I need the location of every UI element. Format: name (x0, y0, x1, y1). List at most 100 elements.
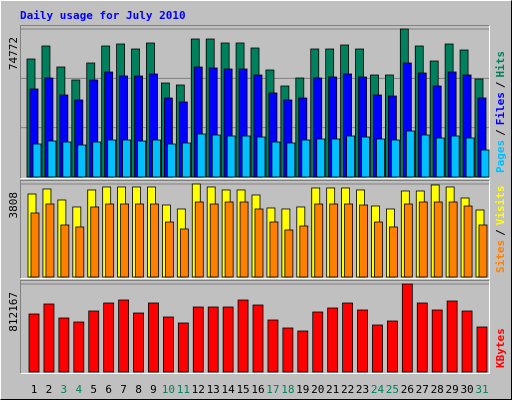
bar (88, 310, 100, 373)
y-tick-label: 812167 (7, 292, 20, 332)
bar (359, 204, 368, 278)
bar (209, 203, 219, 278)
bar (342, 302, 354, 373)
x-tick-label: 23 (356, 383, 369, 396)
bar (297, 330, 309, 373)
bar (135, 203, 144, 278)
x-tick-label: 31 (475, 383, 488, 396)
x-tick-label: 28 (431, 383, 444, 396)
legend-entry: Sites (494, 240, 507, 273)
bar (62, 141, 72, 178)
bar (90, 206, 100, 278)
bar (376, 138, 385, 178)
x-tick-label: 16 (251, 383, 264, 396)
bar (284, 229, 294, 278)
panel-bevel (20, 280, 490, 374)
bar (465, 137, 475, 178)
x-tick-label: 4 (75, 383, 82, 396)
legend-separator: / (494, 81, 507, 88)
bar (448, 201, 458, 278)
chart-title: Daily usage for July 2010 (20, 9, 186, 22)
bar (331, 138, 341, 178)
bar (312, 311, 324, 373)
bar (45, 203, 55, 278)
bar (420, 134, 430, 178)
bar (271, 141, 281, 178)
bar (346, 135, 356, 178)
bar (403, 203, 413, 278)
bar (207, 306, 219, 373)
bar (416, 302, 428, 373)
legend-entry: Hits (494, 51, 507, 78)
x-tick-label: 26 (401, 383, 414, 396)
bar (28, 313, 40, 373)
bar (150, 203, 159, 278)
bar (405, 130, 415, 178)
x-tick-label: 17 (266, 383, 279, 396)
x-tick-label: 5 (90, 383, 97, 396)
bar (372, 324, 383, 373)
legend-entry: Files (494, 92, 507, 125)
legend: Pages / Files / Hits (494, 51, 507, 173)
x-tick-label: 20 (311, 383, 324, 396)
x-tick-label: 9 (150, 383, 157, 396)
bar (211, 134, 221, 178)
bar (450, 135, 460, 178)
bar (58, 317, 70, 373)
legend-separator: / (494, 229, 507, 236)
x-tick-label: 12 (192, 383, 205, 396)
x-tick-label: 1 (31, 383, 38, 396)
bar (73, 321, 85, 373)
x-tick-label: 25 (386, 383, 399, 396)
bar (327, 307, 339, 373)
bar (374, 221, 383, 278)
x-tick-label: 21 (326, 383, 339, 396)
legend-entry: KBytes (494, 328, 507, 368)
bar (43, 303, 55, 373)
panel-bevel (20, 25, 490, 179)
bar (164, 221, 174, 278)
panel-bevel (20, 180, 490, 279)
legend-entry: Visits (494, 186, 507, 226)
bar (357, 309, 368, 373)
panel-bevel (20, 280, 490, 374)
bar (431, 309, 443, 373)
bar (463, 205, 473, 278)
bar (118, 299, 129, 373)
y-tick-label: 3808 (7, 192, 20, 219)
x-tick-label: 3 (61, 383, 68, 396)
bar (314, 203, 324, 278)
x-tick-label: 18 (281, 383, 294, 396)
bar (122, 139, 131, 178)
legend-entry: Pages (494, 140, 507, 173)
bar (32, 143, 42, 178)
x-tick-label: 6 (105, 383, 112, 396)
bar (224, 201, 234, 278)
bar (196, 133, 206, 178)
bar (329, 203, 339, 278)
legend: KBytes (494, 328, 507, 368)
x-tick-label: 22 (341, 383, 354, 396)
bar (241, 135, 251, 178)
bar (267, 319, 279, 373)
bar (162, 316, 174, 373)
bar (92, 141, 102, 178)
bar (435, 137, 445, 178)
bar (418, 201, 428, 278)
x-tick-label: 14 (222, 383, 236, 396)
x-tick-label: 24 (371, 383, 385, 396)
bar (30, 212, 40, 278)
x-tick-label: 8 (135, 383, 142, 396)
bar (388, 226, 398, 278)
bar (166, 143, 176, 178)
bar (192, 306, 204, 373)
bar (476, 326, 488, 373)
bar (226, 135, 236, 178)
bar (282, 327, 294, 373)
x-tick-label: 19 (296, 383, 309, 396)
bar (222, 306, 234, 373)
x-tick-label: 7 (120, 383, 127, 396)
bar (77, 144, 87, 178)
bar (256, 136, 266, 178)
